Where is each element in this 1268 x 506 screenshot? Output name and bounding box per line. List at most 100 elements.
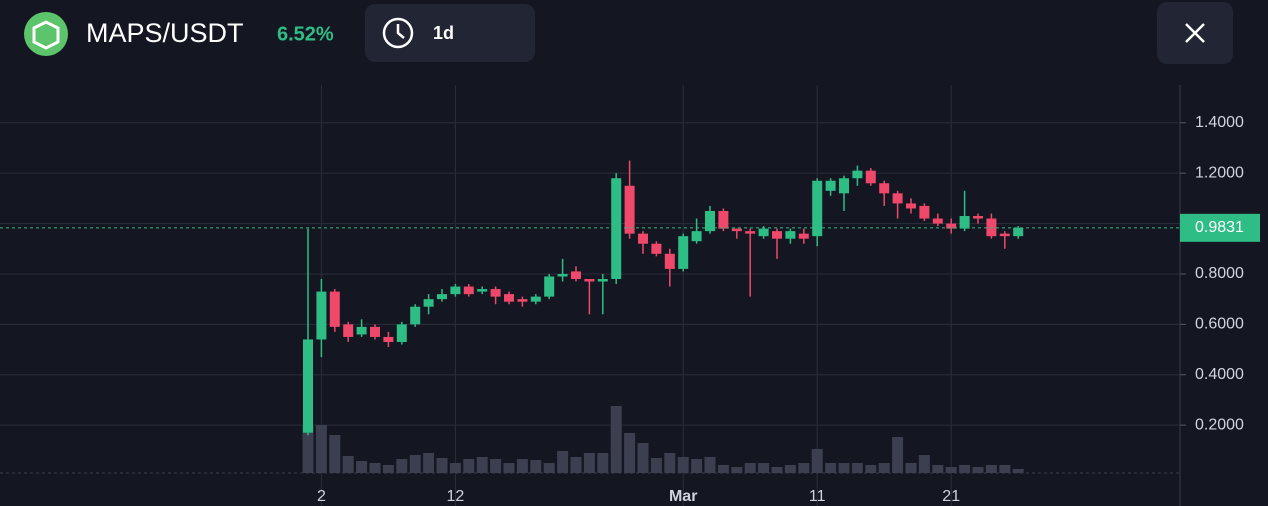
- volume-bar: [825, 463, 837, 473]
- candle-body: [638, 233, 648, 244]
- candle-body: [664, 253, 675, 269]
- y-tick-label: 0.8000: [1195, 265, 1244, 282]
- y-tick-label: 1.4000: [1195, 114, 1244, 131]
- grid: [0, 85, 1180, 506]
- volume-bar: [503, 463, 515, 473]
- axis-layer: 0.20000.40000.60000.80001.00001.20001.40…: [0, 85, 1260, 506]
- candle-body: [611, 178, 622, 279]
- candle-body: [370, 326, 380, 337]
- volume-bar: [838, 463, 850, 473]
- volume-bar: [784, 465, 796, 473]
- volume-bar: [959, 465, 971, 473]
- candle-layer: [303, 160, 1024, 436]
- y-tick-label: 0.6000: [1195, 316, 1244, 333]
- candle-body: [892, 193, 903, 204]
- interval-button[interactable]: [365, 4, 535, 62]
- volume-bar: [490, 459, 502, 473]
- candle-body: [450, 286, 461, 295]
- candle-body: [852, 170, 863, 179]
- volume-bar: [851, 463, 863, 473]
- volume-bar: [463, 459, 475, 473]
- candle-body: [490, 289, 501, 297]
- candle-body: [825, 180, 836, 191]
- candle-body: [571, 271, 581, 279]
- y-tick-label: 0.2000: [1195, 416, 1244, 433]
- volume-bar: [369, 463, 381, 473]
- candle-body: [919, 205, 930, 219]
- volume-bar: [664, 453, 676, 473]
- candle-body: [745, 231, 756, 234]
- coin-icon: [24, 12, 68, 56]
- volume-bar: [650, 458, 662, 473]
- volume-bar: [744, 463, 756, 473]
- volume-bar: [557, 451, 569, 473]
- volume-bar: [771, 467, 783, 473]
- header: MAPS/USDT 6.52% 1d: [24, 2, 1233, 64]
- volume-bar: [436, 458, 448, 473]
- volume-bar: [356, 461, 368, 473]
- volume-bar: [315, 425, 327, 473]
- volume-bar: [382, 465, 394, 473]
- candle-body: [584, 279, 595, 282]
- candle-body: [437, 294, 447, 300]
- volume-bar: [892, 437, 904, 473]
- candle-body: [772, 231, 782, 239]
- volume-bar: [932, 465, 944, 473]
- volume-bar: [691, 459, 703, 473]
- candle-body: [1013, 227, 1024, 237]
- clock-hands: [396, 24, 405, 39]
- interval-label: 1d: [433, 23, 454, 43]
- close-icon: [1185, 23, 1205, 43]
- candle-body: [785, 231, 796, 239]
- candle-body: [973, 216, 983, 219]
- candle-body: [383, 336, 394, 342]
- volume-bar: [329, 435, 341, 473]
- x-tick-label: 11: [809, 488, 826, 505]
- volume-layer: [302, 406, 1024, 473]
- volume-bar: [597, 453, 609, 473]
- candle-body: [758, 228, 769, 237]
- candle-body: [959, 216, 970, 229]
- volume-bar: [985, 465, 997, 473]
- volume-bar: [945, 467, 957, 473]
- candle-body: [329, 291, 340, 327]
- volume-bar: [449, 463, 461, 473]
- volume-bar: [918, 455, 930, 473]
- candle-body: [504, 294, 514, 302]
- candle-body: [865, 170, 876, 184]
- coin-icon-glyph: [32, 20, 60, 50]
- volume-bar: [543, 463, 555, 473]
- candle-body: [597, 279, 608, 282]
- x-tick-label: Mar: [669, 488, 697, 505]
- volume-bar: [624, 433, 636, 473]
- volume-bar: [610, 406, 622, 473]
- candle-body: [999, 233, 1010, 237]
- candle-body: [678, 236, 689, 269]
- volume-bar: [758, 463, 770, 473]
- y-tick-label: 0.4000: [1195, 366, 1244, 383]
- last-price-label: 0.9831: [1195, 219, 1244, 236]
- candle-body: [423, 299, 434, 307]
- volume-bar: [637, 443, 649, 473]
- last-price-tag: [1180, 213, 1260, 242]
- candle-body: [731, 228, 742, 232]
- volume-bar: [731, 467, 743, 473]
- volume-bar: [865, 465, 877, 473]
- volume-bar: [1012, 469, 1024, 473]
- volume-bar: [677, 457, 689, 473]
- volume-bar: [396, 459, 408, 473]
- candle-body: [544, 276, 555, 297]
- volume-bar: [409, 455, 421, 473]
- volume-bar: [583, 453, 595, 473]
- candle-body: [624, 185, 635, 234]
- candle-body: [879, 183, 890, 194]
- candle-body: [705, 210, 715, 232]
- pair-name: MAPS/USDT: [86, 18, 244, 48]
- candle-body: [946, 223, 957, 229]
- candle-body: [651, 243, 662, 254]
- volume-bar: [342, 456, 354, 473]
- candle-body: [530, 296, 541, 302]
- candle-body: [303, 339, 313, 433]
